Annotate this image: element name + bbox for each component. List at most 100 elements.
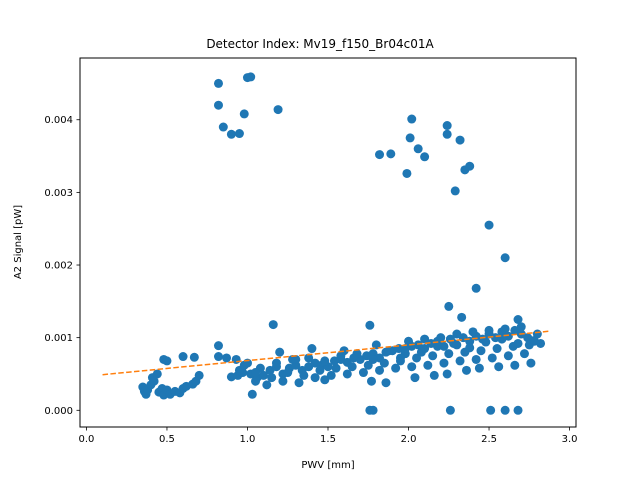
data-point (457, 312, 467, 322)
data-point (442, 369, 452, 379)
x-tick-label: 3.0 (562, 434, 578, 445)
data-point (189, 352, 199, 362)
x-axis-label: PWV [mm] (301, 460, 354, 471)
data-point (442, 121, 452, 131)
data-point (404, 336, 414, 346)
data-point (239, 360, 249, 370)
data-point (226, 129, 236, 139)
data-point (461, 365, 471, 375)
data-point (366, 376, 376, 386)
data-point (395, 353, 405, 363)
fit-line (102, 330, 551, 376)
data-point (273, 105, 283, 115)
data-point (384, 346, 394, 356)
y-tick-label: 0.000 (44, 406, 73, 417)
data-point (234, 129, 244, 139)
data-point (262, 380, 272, 390)
data-point (320, 375, 330, 385)
fit-line-group (102, 330, 551, 376)
data-point (429, 370, 439, 380)
data-point (416, 347, 426, 357)
data-point (278, 376, 288, 386)
data-point (407, 114, 417, 124)
data-point (246, 72, 256, 82)
data-point (405, 133, 415, 143)
data-point (420, 334, 430, 344)
data-point (352, 349, 362, 359)
data-point (342, 369, 352, 379)
y-tick-label: 0.002 (44, 261, 73, 272)
data-point (213, 78, 223, 88)
data-point (365, 320, 375, 330)
data-point (315, 365, 325, 375)
data-point (410, 373, 420, 383)
data-point (178, 352, 188, 362)
data-point (494, 362, 504, 372)
data-point (532, 329, 542, 339)
data-point (213, 352, 223, 362)
data-point (304, 353, 314, 363)
data-point (291, 354, 301, 364)
x-tick-label: 1.0 (240, 434, 256, 445)
data-point (339, 346, 349, 356)
data-point (358, 368, 368, 378)
data-point (267, 373, 277, 383)
y-tick-label: 0.003 (44, 188, 73, 199)
data-point (455, 356, 465, 366)
data-point (375, 150, 385, 160)
data-point (194, 370, 204, 380)
data-point (407, 362, 417, 372)
data-point (476, 346, 486, 356)
x-tick-label: 2.0 (401, 434, 417, 445)
y-axis: 0.000 0.001 0.002 0.003 0.004 (44, 115, 80, 417)
data-point (299, 370, 309, 380)
data-point (513, 338, 523, 348)
x-tick-label: 0.0 (78, 434, 94, 445)
data-point (283, 368, 293, 378)
data-point (275, 347, 285, 357)
data-point (465, 343, 475, 353)
data-point (251, 368, 261, 378)
data-point (331, 363, 341, 373)
data-point (445, 405, 455, 415)
data-point (510, 360, 520, 370)
data-point (474, 363, 484, 373)
x-tick-label: 2.5 (481, 434, 497, 445)
data-point (439, 341, 449, 351)
data-point (400, 344, 410, 354)
data-point (428, 351, 438, 361)
data-point (492, 344, 502, 354)
data-point (471, 354, 481, 364)
data-point (268, 320, 278, 330)
data-point (465, 161, 475, 171)
data-point (368, 354, 378, 364)
data-point (513, 315, 523, 324)
data-point (294, 378, 304, 388)
data-point (213, 341, 223, 351)
data-points (138, 72, 546, 415)
data-point (310, 373, 320, 383)
data-point (450, 186, 460, 196)
data-point (481, 337, 491, 347)
data-point (222, 353, 232, 363)
data-point (433, 341, 443, 351)
data-point (247, 389, 257, 399)
data-point (442, 129, 452, 139)
data-point (455, 135, 465, 145)
data-point (307, 344, 317, 354)
y-axis-label: A2 Signal [pW] (13, 205, 24, 279)
x-axis: 0.0 0.5 1.0 1.5 2.0 2.5 3.0 (78, 427, 578, 445)
data-point (500, 253, 510, 263)
y-tick-label: 0.004 (44, 115, 73, 126)
data-point (271, 358, 281, 368)
data-point (402, 168, 412, 178)
data-point (503, 351, 513, 361)
data-point (519, 349, 529, 359)
data-point (381, 378, 391, 388)
data-point (391, 363, 401, 373)
data-point (368, 405, 378, 415)
data-point (516, 322, 526, 332)
data-point (497, 334, 507, 344)
data-point (213, 100, 223, 110)
